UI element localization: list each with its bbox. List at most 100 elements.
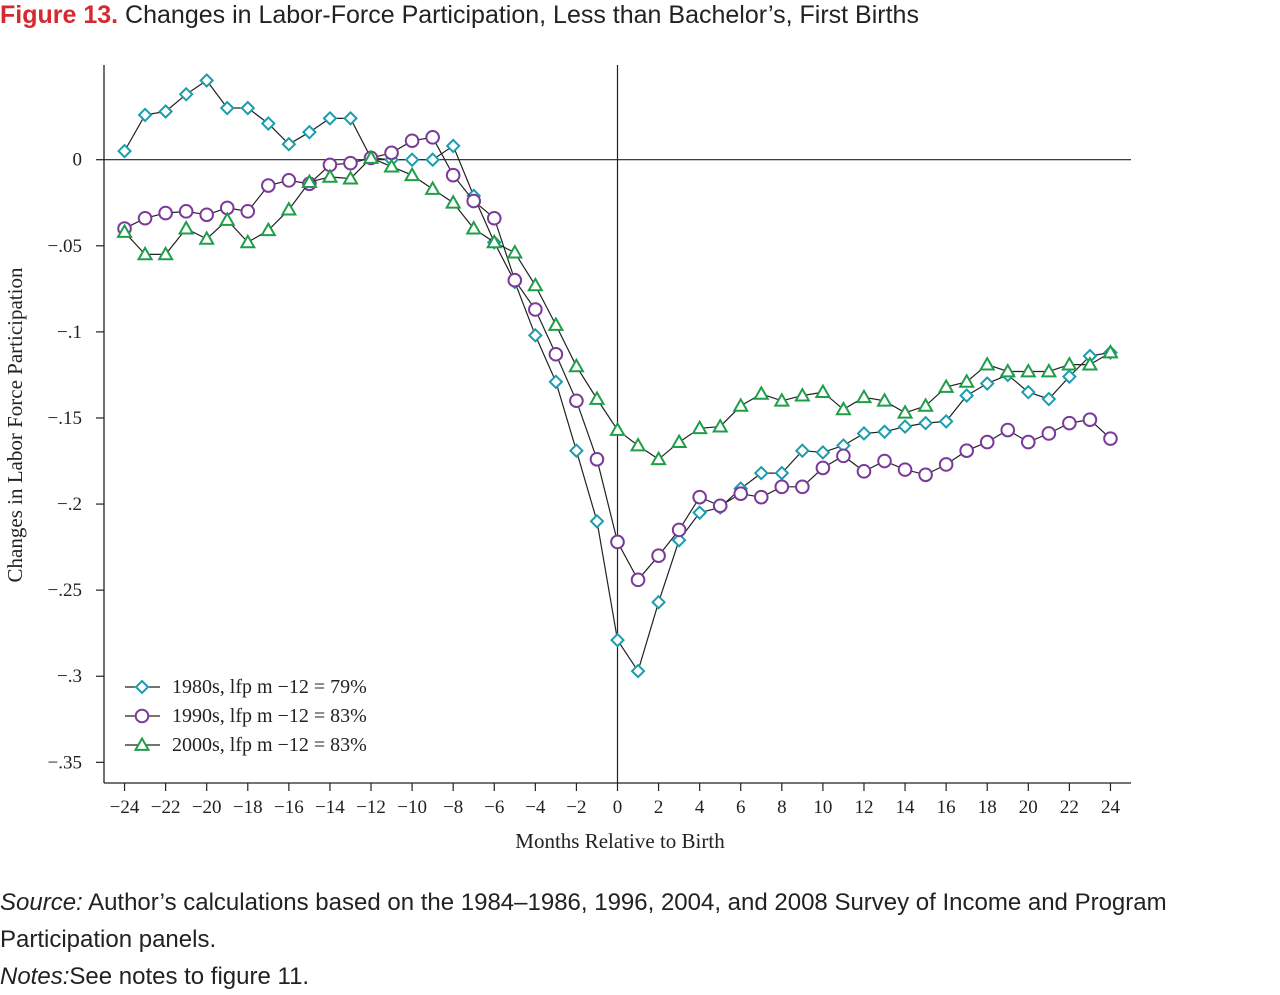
triangle-marker: [691, 419, 708, 435]
diamond-marker: [178, 86, 194, 102]
triangle-marker: [136, 245, 154, 261]
triangle-marker: [650, 450, 667, 466]
circle-marker: [712, 498, 728, 514]
triangle-marker: [588, 390, 606, 405]
triangle-marker: [814, 383, 832, 399]
circle-marker: [134, 708, 150, 724]
figure-footer: Source: Author’s calculations based on t…: [0, 884, 1280, 995]
triangle-marker: [896, 404, 914, 419]
x-tick-label: 2: [654, 797, 664, 818]
triangle-marker: [629, 437, 647, 452]
x-tick-label: −16: [274, 797, 304, 818]
y-tick-label: −.35: [48, 752, 82, 773]
circle-marker: [137, 210, 153, 226]
triangle-marker: [958, 373, 975, 388]
circle-marker: [466, 193, 482, 209]
diamond-marker: [979, 376, 995, 391]
diamond-marker: [404, 152, 420, 168]
y-tick-label: −.05: [48, 236, 82, 257]
circle-marker: [651, 548, 666, 564]
x-tick-label: −2: [566, 797, 586, 818]
circle-marker: [733, 486, 749, 502]
diamond-marker: [1041, 391, 1057, 407]
triangle-marker: [239, 233, 257, 249]
triangle-marker: [1081, 356, 1099, 371]
circle-marker: [753, 489, 769, 505]
circle-marker: [897, 462, 913, 477]
triangle-marker: [711, 418, 729, 433]
x-tick-label: −8: [443, 797, 463, 818]
triangle-marker: [1102, 344, 1119, 359]
diamond-marker: [158, 104, 174, 119]
x-tick-label: 24: [1101, 797, 1121, 818]
triangle-marker: [670, 433, 688, 448]
triangle-marker: [280, 201, 298, 216]
x-tick-label: 6: [736, 797, 746, 818]
diamond-marker: [877, 424, 892, 440]
triangle-marker: [527, 276, 544, 292]
x-tick-label: 16: [937, 797, 956, 818]
triangle-marker: [133, 736, 151, 751]
diamond-marker: [527, 327, 543, 343]
circle-marker: [569, 393, 584, 409]
triangle-marker: [260, 221, 277, 237]
source-label: Source:: [0, 889, 83, 916]
circle-marker: [548, 346, 564, 362]
chart-legend: 1980s, lfp m −12 = 79% 1990s, lfp m −12 =…: [125, 676, 367, 756]
circle-marker: [1103, 431, 1118, 446]
triangle-marker: [1040, 362, 1058, 378]
diamond-marker: [794, 443, 810, 459]
diamond-marker: [589, 513, 605, 529]
x-tick-label: 20: [1019, 797, 1038, 818]
y-tick-label: −.1: [57, 322, 82, 343]
y-tick-label: −.2: [57, 494, 82, 515]
x-tick-label: 14: [896, 797, 916, 818]
circle-marker: [1021, 434, 1036, 450]
triangle-marker: [753, 385, 770, 400]
y-tick-label: −.3: [57, 666, 82, 687]
triangle-marker: [301, 173, 318, 188]
x-tick-label: 4: [695, 797, 705, 818]
x-tick-label: −6: [484, 797, 504, 818]
x-tick-label: −22: [151, 797, 181, 818]
circle-marker: [1062, 415, 1077, 431]
diamond-marker: [610, 632, 625, 648]
diamond-marker: [322, 110, 338, 126]
diamond-marker: [240, 100, 256, 116]
triangle-marker: [917, 397, 934, 412]
diamond-marker: [938, 414, 954, 429]
notes-text: See notes to figure 11.: [69, 963, 310, 990]
x-tick-label: 8: [777, 797, 787, 818]
x-tick-label: −4: [525, 797, 546, 818]
diamond-marker: [569, 443, 584, 459]
diamond-marker: [137, 107, 153, 123]
circle-marker: [384, 145, 399, 161]
circle-marker: [877, 453, 892, 469]
diamond-marker: [856, 426, 872, 441]
circle-marker: [671, 522, 687, 538]
series-triangle: [116, 149, 1119, 466]
triangle-marker: [732, 397, 749, 412]
circle-marker: [425, 130, 440, 145]
circle-marker: [610, 534, 625, 550]
circle-marker: [1082, 412, 1098, 427]
circle-marker: [528, 302, 543, 317]
x-tick-label: −20: [192, 797, 222, 818]
diamond-marker: [651, 594, 666, 610]
triangle-marker: [794, 387, 811, 402]
diamond-marker: [815, 444, 831, 460]
diamond-marker: [260, 116, 276, 131]
diamond-marker: [918, 415, 934, 431]
diamond-marker: [753, 465, 769, 481]
x-tick-label: −18: [233, 797, 263, 818]
x-tick-label: 0: [613, 797, 623, 818]
circle-marker: [589, 451, 605, 467]
diamond-marker: [301, 124, 317, 140]
circle-marker: [178, 204, 194, 219]
x-tick-label: 22: [1060, 797, 1079, 818]
triangle-marker: [506, 244, 524, 259]
circle-marker: [1000, 422, 1016, 438]
triangle-marker: [198, 230, 215, 245]
notes-label: Notes:: [0, 963, 70, 990]
circle-marker: [918, 467, 933, 483]
